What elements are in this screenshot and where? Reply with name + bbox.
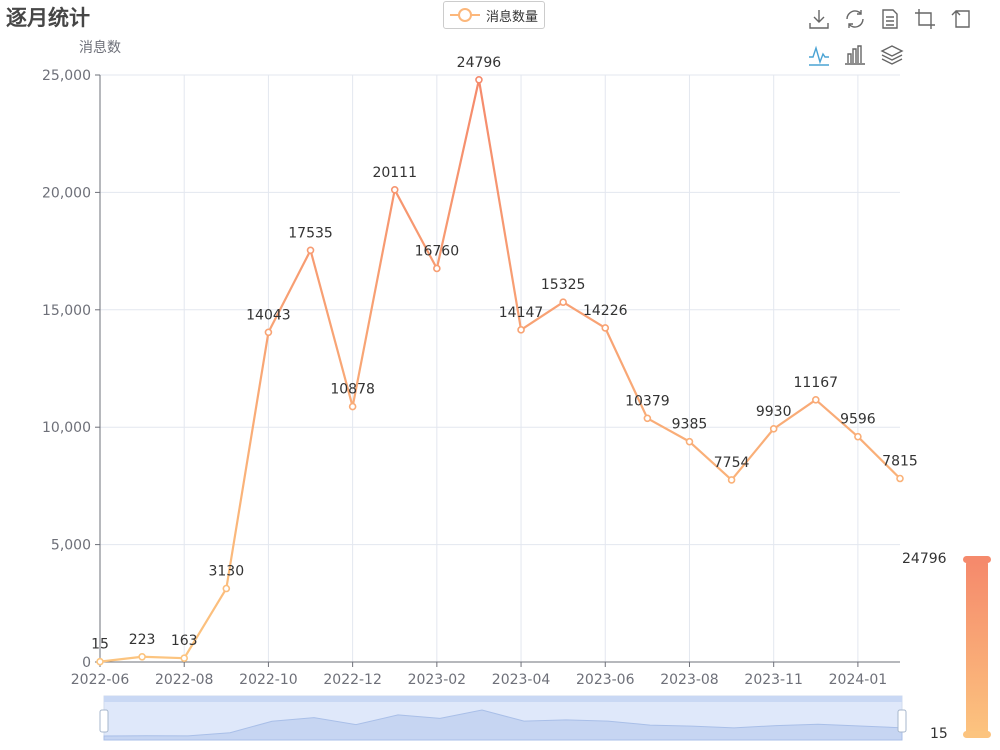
line-chart-icon[interactable] [807, 43, 831, 67]
chart-title: 逐月统计 [6, 6, 90, 30]
bar-chart-icon[interactable] [843, 43, 867, 67]
data-point[interactable] [180, 654, 189, 662]
data-point[interactable] [643, 414, 652, 423]
y-tick-label: 20,000 [42, 185, 91, 201]
data-label: 9596 [840, 412, 876, 428]
stack-icon[interactable] [880, 43, 904, 67]
data-label: 14043 [246, 307, 291, 323]
x-tick-label: 2023-04 [492, 672, 551, 688]
x-tick-label: 2022-06 [71, 672, 130, 688]
data-label: 223 [129, 632, 156, 648]
data-zoom-move-handle[interactable] [104, 696, 902, 702]
data-point[interactable] [769, 425, 778, 433]
data-point[interactable] [601, 324, 610, 332]
data-label: 14147 [499, 305, 544, 321]
data-label: 15325 [541, 277, 586, 293]
data-label: 9930 [756, 404, 792, 420]
data-point[interactable] [138, 652, 146, 661]
visual-map-bottom-handle[interactable] [963, 731, 991, 738]
data-point[interactable] [854, 432, 862, 441]
y-tick-label: 25,000 [42, 68, 91, 84]
data-zoom-left-handle[interactable] [99, 709, 109, 733]
y-tick-label: 0 [82, 655, 91, 671]
visual-map-min-label: 15 [930, 726, 948, 742]
data-point[interactable] [559, 298, 567, 306]
data-point[interactable] [433, 264, 441, 273]
zoom-icon[interactable] [913, 7, 937, 31]
x-tick-label: 2023-08 [660, 672, 719, 688]
data-zoom-right-handle[interactable] [897, 709, 907, 733]
data-point[interactable] [517, 326, 525, 334]
data-zoom-preview [103, 709, 903, 741]
y-tick-label: 15,000 [42, 303, 91, 319]
restore-icon[interactable] [843, 7, 867, 31]
data-label: 7815 [882, 454, 918, 470]
x-tick-label: 2022-08 [155, 672, 214, 688]
save-as-image-icon[interactable] [807, 7, 831, 31]
visual-map[interactable] [961, 556, 995, 742]
data-point[interactable] [306, 246, 315, 255]
legend-label: 消息数量 [486, 9, 539, 25]
data-label: 15 [91, 637, 109, 653]
data-label: 20111 [372, 165, 417, 181]
data-point[interactable] [811, 395, 820, 404]
data-point[interactable] [896, 474, 904, 483]
data-point[interactable] [222, 584, 231, 593]
data-point[interactable] [264, 328, 273, 337]
x-tick-label: 2023-02 [408, 672, 467, 688]
x-tick-label: 2022-10 [239, 672, 298, 688]
visual-map-bar [966, 562, 988, 736]
visual-map-max-label: 24796 [902, 551, 947, 567]
legend-item[interactable]: 消息数量 [443, 1, 546, 29]
x-tick-label: 2023-06 [576, 672, 635, 688]
x-tick-label: 2022-12 [323, 672, 382, 688]
data-label: 10878 [330, 382, 375, 398]
data-point[interactable] [96, 657, 104, 666]
data-point[interactable] [390, 185, 399, 194]
x-tick-label: 2024-01 [829, 672, 888, 688]
data-point[interactable] [475, 75, 483, 84]
y-axis-title: 消息数 [79, 39, 121, 56]
data-label: 14226 [583, 303, 628, 319]
data-view-icon[interactable] [878, 7, 902, 31]
data-label: 3130 [208, 564, 244, 580]
x-tick-label: 2023-11 [744, 672, 803, 688]
data-label: 11167 [794, 375, 839, 391]
data-label: 163 [171, 633, 198, 649]
legend-line-marker-icon [450, 8, 480, 22]
series-line [99, 78, 901, 663]
zoom-reset-icon[interactable] [948, 7, 972, 31]
y-tick-label: 5,000 [51, 538, 91, 554]
data-label: 24796 [457, 55, 502, 71]
data-point[interactable] [685, 437, 694, 446]
data-label: 16760 [415, 243, 460, 259]
data-label: 17535 [288, 225, 333, 241]
data-label: 10379 [625, 393, 670, 409]
data-point[interactable] [348, 402, 357, 411]
data-point[interactable] [727, 476, 736, 484]
y-tick-label: 10,000 [42, 420, 91, 436]
visual-map-top-handle[interactable] [963, 556, 991, 563]
data-label: 7754 [714, 455, 750, 471]
data-label: 9385 [672, 417, 708, 433]
